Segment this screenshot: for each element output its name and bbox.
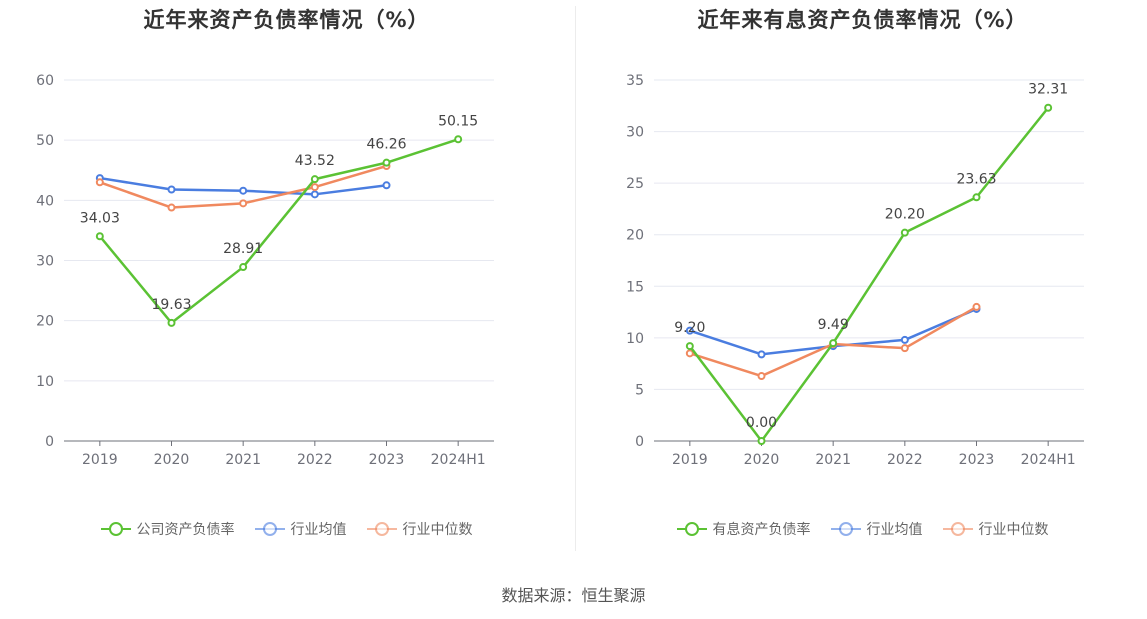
legend-item[interactable]: 有息资产负债率 — [676, 519, 811, 539]
chart-title: 近年来资产负债率情况（%） — [143, 8, 430, 32]
data-point — [1044, 103, 1053, 112]
legend-item[interactable]: 行业中位数 — [942, 519, 1049, 539]
x-tick-label: 2024H1 — [1021, 452, 1076, 468]
data-point — [239, 186, 248, 195]
legend-label: 公司资产负债率 — [136, 522, 235, 538]
y-tick-label: 60 — [36, 73, 54, 89]
chart-panel-asset-liability: 近年来资产负债率情况（%） 0 10 20 30 40 50 60 2019 2020 2021 2… — [0, 0, 573, 560]
legend-label: 有息资产负债率 — [712, 522, 811, 538]
x-tick-label: 2023 — [959, 452, 995, 468]
data-label: 34.03 — [80, 210, 120, 226]
data-label: 28.91 — [223, 241, 263, 257]
data-label: 43.52 — [295, 153, 335, 169]
data-source-note: 数据来源：恒生聚源 — [501, 586, 646, 605]
panel-divider — [575, 6, 576, 551]
legend-swatch-icon — [942, 521, 973, 537]
legend-swatch-icon — [830, 521, 861, 537]
data-point — [454, 135, 463, 144]
data-point — [167, 185, 176, 194]
legend-swatch-icon — [676, 521, 707, 537]
legend-item[interactable]: 行业均值 — [830, 519, 923, 539]
x-tick-label: 2020 — [154, 452, 190, 468]
data-point — [685, 349, 694, 358]
y-tick-label: 0 — [45, 434, 54, 450]
legend-label: 行业中位数 — [978, 522, 1049, 538]
data-point — [310, 190, 319, 199]
data-label: 9.20 — [674, 320, 705, 336]
data-point — [829, 339, 838, 348]
data-label: 46.26 — [366, 137, 406, 153]
data-label: 0.00 — [746, 415, 777, 431]
data-point — [757, 372, 766, 381]
y-tick-label: 20 — [36, 314, 54, 330]
data-point — [900, 335, 909, 344]
data-point — [239, 199, 248, 208]
series-line — [98, 138, 459, 325]
y-tick-label: 40 — [36, 193, 54, 209]
data-point — [900, 228, 909, 237]
legend-item[interactable]: 行业中位数 — [366, 519, 473, 539]
x-tick-label: 2020 — [744, 452, 780, 468]
y-tick-label: 5 — [635, 382, 644, 398]
y-tick-label: 20 — [626, 228, 644, 244]
x-tick-label: 2021 — [815, 452, 851, 468]
y-tick-label: 0 — [635, 434, 644, 450]
data-label: 9.49 — [818, 317, 849, 333]
y-tick-label: 15 — [626, 279, 644, 295]
data-point — [95, 232, 104, 241]
data-point — [685, 326, 694, 335]
data-point — [972, 302, 981, 311]
y-tick-label: 25 — [626, 176, 644, 192]
chart-plot-area: 0 10 20 30 40 50 60 2019 2020 2021 2022 2023 2024H1 3… — [36, 73, 494, 468]
y-tick-label: 10 — [626, 331, 644, 347]
data-point — [167, 318, 176, 327]
data-point — [167, 203, 176, 212]
chart-legend: 公司资产负债率 行业均值 行业中位数 — [0, 519, 573, 539]
x-tick-label: 2019 — [672, 452, 708, 468]
x-tick-label: 2019 — [82, 452, 118, 468]
data-point — [972, 193, 981, 202]
data-point — [900, 344, 909, 353]
data-label: 20.20 — [885, 207, 925, 223]
data-point — [310, 175, 319, 184]
chart-title: 近年来有息资产负债率情况（%） — [697, 8, 1028, 32]
x-tick-label: 2022 — [297, 452, 333, 468]
data-label: 32.31 — [1028, 82, 1068, 98]
data-label: 23.63 — [956, 171, 996, 187]
chart-panel-interest-bearing-liability: 近年来有息资产负债率情况（%） 0 5 10 15 20 25 30 35 2019 2020 20… — [576, 0, 1147, 560]
chart-plot-area: 0 5 10 15 20 25 30 35 2019 2020 2021 2022 2023 2024H1… — [626, 73, 1084, 468]
x-tick-label: 2021 — [225, 452, 261, 468]
data-point — [239, 263, 248, 272]
x-tick-label: 2022 — [887, 452, 923, 468]
legend-label: 行业中位数 — [402, 522, 473, 538]
legend-swatch-icon — [254, 521, 285, 537]
series-line — [688, 106, 1050, 443]
y-tick-label: 50 — [36, 133, 54, 149]
data-label: 50.15 — [438, 113, 478, 129]
legend-label: 行业均值 — [866, 522, 923, 538]
data-label: 19.63 — [151, 297, 191, 313]
data-point — [382, 181, 391, 190]
data-point — [685, 342, 694, 351]
data-point — [310, 183, 319, 192]
legend-item[interactable]: 公司资产负债率 — [100, 519, 235, 539]
legend-swatch-icon — [366, 521, 397, 537]
x-tick-label: 2023 — [369, 452, 405, 468]
data-point — [382, 158, 391, 167]
y-tick-label: 30 — [626, 125, 644, 141]
y-tick-label: 10 — [36, 374, 54, 390]
y-tick-label: 30 — [36, 254, 54, 270]
data-point — [757, 350, 766, 359]
legend-swatch-icon — [100, 521, 131, 537]
data-point — [95, 178, 104, 187]
chart-legend: 有息资产负债率 行业均值 行业中位数 — [576, 519, 1147, 539]
data-point — [757, 437, 766, 445]
y-tick-label: 35 — [626, 73, 644, 89]
legend-item[interactable]: 行业均值 — [254, 519, 347, 539]
x-tick-label: 2024H1 — [431, 452, 486, 468]
legend-label: 行业均值 — [290, 522, 347, 538]
